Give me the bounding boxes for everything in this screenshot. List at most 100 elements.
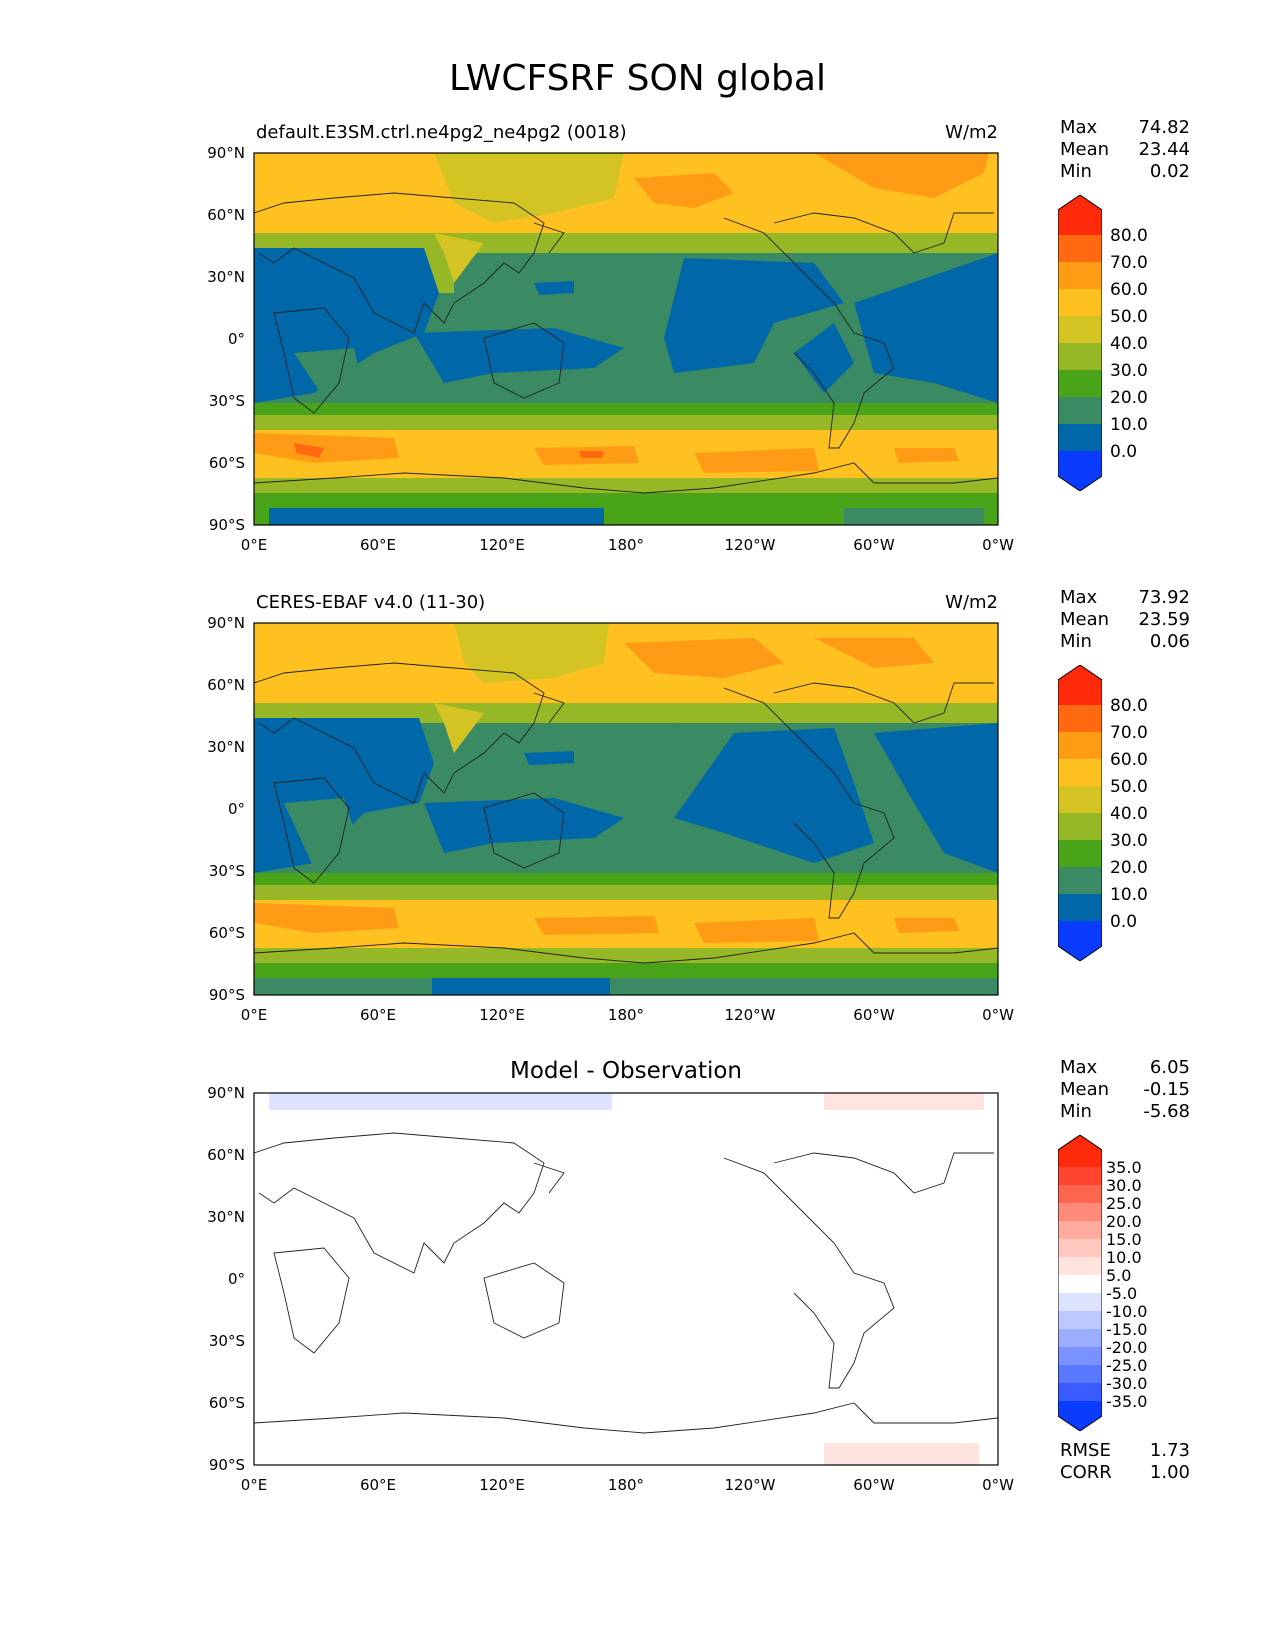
lon-label: 120°W xyxy=(724,1006,776,1024)
colorbar-label: 40.0 xyxy=(1110,804,1148,824)
colorbar-label: 20.0 xyxy=(1110,388,1148,408)
colorbar-label: 10.0 xyxy=(1110,415,1148,435)
metric-label: RMSE xyxy=(1060,1440,1111,1461)
lon-label: 180° xyxy=(607,1476,645,1494)
stat-value: 23.59 xyxy=(1138,609,1190,630)
lat-label: 30°S xyxy=(208,862,245,880)
panel-units: W/m2 xyxy=(945,122,998,143)
colorbar-label: 70.0 xyxy=(1110,253,1148,273)
lat-label: 90°N xyxy=(207,1084,245,1102)
stat-label: Min xyxy=(1060,1101,1092,1122)
coastlines xyxy=(253,662,999,964)
coastlines xyxy=(253,192,999,494)
colorbar-label: -15.0 xyxy=(1106,1320,1148,1339)
stats-box: Max 73.92 Mean 23.59 Min 0.06 xyxy=(1060,587,1190,653)
colorbar-label: 50.0 xyxy=(1110,777,1148,797)
lon-label: 0°W xyxy=(982,536,1014,554)
lat-label: 60°S xyxy=(208,1394,245,1412)
lat-label: 30°S xyxy=(208,1332,245,1350)
colorbar-label: 50.0 xyxy=(1110,307,1148,327)
lon-label: 180° xyxy=(607,1006,645,1024)
stat-label: Mean xyxy=(1060,1079,1110,1100)
lon-label: 60°W xyxy=(853,1006,895,1024)
metric-value: 1.00 xyxy=(1149,1462,1190,1483)
lat-label: 90°S xyxy=(208,516,245,534)
colorbar-label: -20.0 xyxy=(1106,1338,1148,1357)
colorbar-label: 40.0 xyxy=(1110,334,1148,354)
lat-label: 60°N xyxy=(207,1146,245,1164)
stat-value: 23.44 xyxy=(1138,139,1190,160)
stat-value: -5.68 xyxy=(1143,1101,1190,1122)
colorbar-label: -35.0 xyxy=(1106,1392,1148,1411)
lat-label: 60°S xyxy=(208,454,245,472)
figure-title: LWCFSRF SON global xyxy=(449,58,826,99)
stats-box: Max 6.05 Mean -0.15 Min -5.68 xyxy=(1060,1057,1190,1123)
lon-label: 60°W xyxy=(853,1476,895,1494)
stat-value: 0.06 xyxy=(1149,631,1190,652)
colorbar-label: 15.0 xyxy=(1106,1230,1142,1249)
lat-label: 60°S xyxy=(208,924,245,942)
stat-label: Min xyxy=(1060,631,1092,652)
map-reference xyxy=(253,622,999,996)
stat-label: Mean xyxy=(1060,139,1110,160)
colorbar-label: 10.0 xyxy=(1110,885,1148,905)
colorbar-diff xyxy=(1058,1135,1102,1431)
colorbar-reference xyxy=(1058,665,1102,961)
lon-label: 0°E xyxy=(240,1476,268,1494)
lat-label: 60°N xyxy=(207,676,245,694)
coastlines xyxy=(253,1132,999,1434)
contour-fill xyxy=(254,1093,998,1465)
lon-label: 60°E xyxy=(359,1006,397,1024)
stat-value: -0.15 xyxy=(1143,1079,1190,1100)
lat-label: 0° xyxy=(227,330,245,348)
map-diff xyxy=(253,1092,999,1466)
lat-label: 60°N xyxy=(207,206,245,224)
colorbar-label: -25.0 xyxy=(1106,1356,1148,1375)
stat-value: 6.05 xyxy=(1149,1057,1190,1078)
lon-label: 60°W xyxy=(853,536,895,554)
stat-label: Min xyxy=(1060,161,1092,182)
colorbar-label: 0.0 xyxy=(1110,442,1138,462)
stat-value: 74.82 xyxy=(1138,117,1190,138)
lat-label: 30°N xyxy=(207,738,245,756)
stat-label: Mean xyxy=(1060,609,1110,630)
colorbar-label: -30.0 xyxy=(1106,1374,1148,1393)
colorbar-label: 80.0 xyxy=(1110,696,1148,716)
colorbar-label: 60.0 xyxy=(1110,280,1148,300)
lon-label: 60°E xyxy=(359,1476,397,1494)
lon-label: 0°E xyxy=(240,536,268,554)
lon-label: 0°E xyxy=(240,1006,268,1024)
lat-label: 30°S xyxy=(208,392,245,410)
stats-box: Max 74.82 Mean 23.44 Min 0.02 xyxy=(1060,117,1190,183)
lat-label: 30°N xyxy=(207,268,245,286)
lat-label: 90°N xyxy=(207,144,245,162)
lat-label: 0° xyxy=(227,800,245,818)
lat-label: 30°N xyxy=(207,1208,245,1226)
panel-title: default.E3SM.ctrl.ne4pg2_ne4pg2 (0018) xyxy=(256,122,627,143)
colorbar-label: 25.0 xyxy=(1106,1194,1142,1213)
colorbar-label: -10.0 xyxy=(1106,1302,1148,1321)
colorbar-label: 35.0 xyxy=(1106,1158,1142,1177)
lon-label: 60°E xyxy=(359,536,397,554)
colorbar-label: 30.0 xyxy=(1110,831,1148,851)
stat-label: Max xyxy=(1060,587,1098,608)
colorbar-label: 5.0 xyxy=(1106,1266,1132,1285)
stat-label: Max xyxy=(1060,1057,1098,1078)
colorbar-label: 70.0 xyxy=(1110,723,1148,743)
colorbar-label: 30.0 xyxy=(1110,361,1148,381)
stat-value: 0.02 xyxy=(1149,161,1190,182)
colorbar-label: -5.0 xyxy=(1106,1284,1138,1303)
lon-label: 180° xyxy=(607,536,645,554)
metrics-box: RMSE 1.73 CORR 1.00 xyxy=(1060,1440,1190,1484)
lat-label: 90°N xyxy=(207,614,245,632)
lon-label: 120°E xyxy=(479,1476,525,1494)
colorbar-test xyxy=(1058,195,1102,491)
colorbar-label: 30.0 xyxy=(1106,1176,1142,1195)
lon-label: 0°W xyxy=(982,1476,1014,1494)
colorbar-label: 80.0 xyxy=(1110,226,1148,246)
colorbar-label: 10.0 xyxy=(1106,1248,1142,1267)
colorbar-label: 0.0 xyxy=(1110,912,1138,932)
metric-label: CORR xyxy=(1060,1462,1112,1483)
lat-label: 0° xyxy=(227,1270,245,1288)
map-test xyxy=(253,152,999,526)
